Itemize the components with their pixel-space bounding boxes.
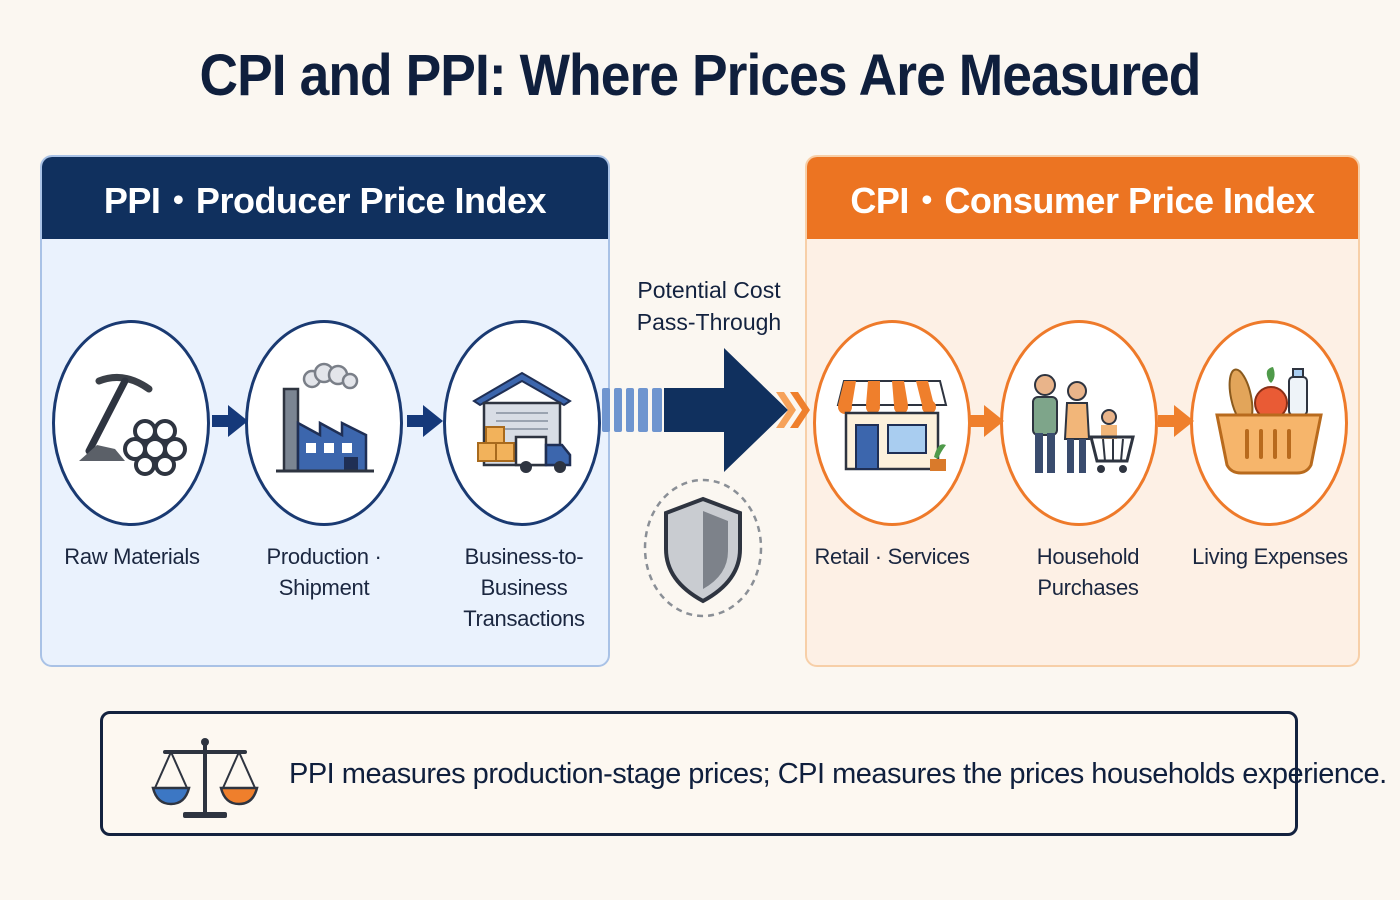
pickaxe-and-pipes-icon [79, 373, 187, 476]
storefront-icon [836, 380, 948, 471]
cpi-header: CPI・Consumer Price Index [807, 157, 1358, 239]
stage-label-living-expenses: Living Expenses [1192, 544, 1348, 569]
grocery-basket-icon [1215, 367, 1323, 475]
stage-label-household: Household Purchases [1036, 544, 1140, 600]
stage-household [1000, 320, 1158, 526]
stage-living-expenses [1190, 320, 1348, 526]
balance-scale-icon [151, 738, 259, 818]
stage-b2b [443, 320, 601, 526]
family-shopping-cart-icon [1032, 374, 1135, 473]
stage-raw-materials [52, 320, 210, 526]
stage-production [245, 320, 403, 526]
summary-note: PPI measures production-stage prices; CP… [100, 711, 1387, 836]
summary-text: PPI measures production-stage prices; CP… [289, 758, 1387, 790]
stage-label-b2b: Business-to-Business Transactions [463, 544, 585, 631]
arrow-right-icon [968, 405, 1004, 437]
arrow-right-icon [212, 405, 248, 437]
factory-icon [276, 362, 374, 473]
stage-label-retail: Retail · Services [814, 544, 970, 569]
stage-label-production: Production · Shipment [266, 544, 382, 600]
shield-icon [643, 478, 763, 618]
stage-retail [813, 320, 971, 526]
stage-label-raw-materials: Raw Materials [64, 544, 200, 569]
pass-through-label: Potential Cost Pass-Through [636, 277, 782, 335]
page-title: CPI and PPI: Where Prices Are Measured [199, 43, 1202, 108]
ppi-header: PPI・Producer Price Index [42, 157, 608, 239]
warehouse-truck-icon [472, 371, 572, 473]
arrow-right-icon [407, 405, 443, 437]
pass-through-arrow-icon [602, 348, 810, 472]
arrow-right-icon [1158, 405, 1194, 437]
